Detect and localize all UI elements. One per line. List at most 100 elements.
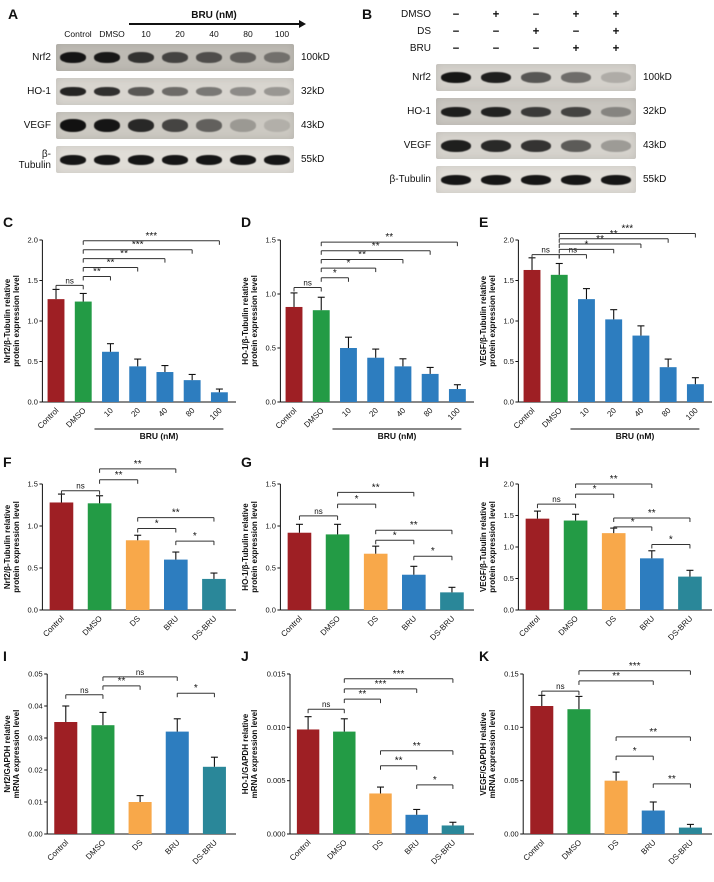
x-tick-label: 100 <box>684 406 700 422</box>
y-axis-title: HO-1/β-Tubulin relative <box>241 277 250 365</box>
protein-band <box>94 119 120 132</box>
blot-lane <box>476 132 516 159</box>
panel-letter-A: A <box>8 6 19 22</box>
protein-band <box>94 87 120 96</box>
charts-row-FGH: F 0.0 0.5 1.0 1.5 Nrf2/β-Tubulin relative prot… <box>0 454 714 648</box>
sig-label: *** <box>132 240 144 251</box>
sig-label: *** <box>375 679 387 690</box>
bar-DMSO <box>91 725 115 834</box>
protein-band <box>440 139 472 152</box>
blot-lane <box>124 78 158 105</box>
x-tick-label: DS-BRU <box>190 614 218 642</box>
y-tick-label: 0.0 <box>27 606 37 615</box>
x-tick-label: Control <box>46 838 71 863</box>
sig-label: ** <box>358 249 366 260</box>
y-axis-title: protein expression level <box>488 275 497 367</box>
x-tick-label: 40 <box>395 406 408 419</box>
y-tick-label: 0.010 <box>267 723 286 732</box>
x-tick-label: 100 <box>208 406 224 422</box>
protein-band <box>600 106 632 117</box>
sig-label: * <box>585 239 589 250</box>
x-tick-label: BRU <box>403 838 421 856</box>
bar-DMSO <box>550 274 568 402</box>
bar-DS <box>363 553 388 610</box>
panel-C: C 0.0 0.5 1.0 1.5 2.0 Nrf2/β-Tubulin relative p… <box>0 214 238 454</box>
panel-letter-H: H <box>479 454 490 470</box>
protein-label: Nrf2 <box>32 52 51 63</box>
x-tick-label: Control <box>41 614 66 639</box>
y-axis-title: mRNA expression level <box>12 710 21 799</box>
blot-lane <box>90 78 124 105</box>
sig-label: ** <box>372 241 380 252</box>
y-axis-title: HO-1/β-Tubulin relative <box>241 503 250 591</box>
lane-label: 40 <box>209 29 219 39</box>
y-tick-label: 2.0 <box>27 236 37 245</box>
panel-E: E 0.0 0.5 1.0 1.5 2.0 VEGF/β-Tubulin relative p… <box>476 214 714 454</box>
protein-band <box>600 139 632 152</box>
blot-row: HO-1 32kD <box>10 78 346 105</box>
lane-labels-row: Control DMSO 10 20 40 80 100 <box>61 29 346 39</box>
blot-strip <box>436 166 636 193</box>
protein-label: β-Tubulin <box>389 174 431 185</box>
bar-80 <box>183 380 201 402</box>
blot-lane <box>596 166 636 193</box>
blot-lane <box>516 132 556 159</box>
molecular-weight-label: 43kD <box>301 120 325 131</box>
blot-strip <box>436 98 636 125</box>
charts-row-CDE: C 0.0 0.5 1.0 1.5 2.0 Nrf2/β-Tubulin relative p… <box>0 214 714 454</box>
molecular-weight-label: 32kD <box>643 106 667 117</box>
blot-row: Nrf2 100kD <box>10 44 346 71</box>
protein-band <box>162 119 188 132</box>
x-tick-label: DS-BRU <box>428 614 456 642</box>
y-axis-title: VEGF/β-Tubulin relative <box>479 501 488 592</box>
blot-lane <box>226 112 260 139</box>
y-tick-label: 1.0 <box>265 290 275 299</box>
sig-label: * <box>593 484 597 495</box>
bar-10 <box>102 351 119 402</box>
y-tick-label: 1.0 <box>27 522 37 531</box>
x-tick-label: 40 <box>633 406 646 419</box>
blot-row: β-Tubulin 55kD <box>380 166 714 193</box>
chart-K: 0.00 0.05 0.10 0.15 VEGF/GAPDH relative mRNA … <box>479 661 712 866</box>
bar-DS <box>125 540 150 610</box>
protein-label: VEGF <box>23 120 51 131</box>
protein-band <box>560 139 592 152</box>
blot-strip <box>56 146 294 173</box>
treatment-sign: + <box>612 25 620 38</box>
sig-label: ** <box>668 774 676 785</box>
bar-DMSO <box>567 709 591 834</box>
blot-lane <box>192 112 226 139</box>
panel-letter-G: G <box>241 454 252 470</box>
y-tick-label: 1.5 <box>265 236 275 245</box>
protein-band <box>264 52 290 63</box>
sig-label: ns <box>556 682 564 691</box>
protein-band <box>264 87 290 96</box>
y-tick-label: 2.0 <box>503 480 513 489</box>
y-tick-label: 0.01 <box>28 798 43 807</box>
chart-E: 0.0 0.5 1.0 1.5 2.0 VEGF/β-Tubulin relative pr… <box>479 224 712 441</box>
blot-lane <box>124 146 158 173</box>
x-tick-label: DS-BRU <box>191 838 219 866</box>
lane-label: 20 <box>175 29 185 39</box>
x-tick-label: DMSO <box>560 838 583 861</box>
protein-label: β-Tubulin <box>18 148 51 171</box>
bar-DS <box>369 793 392 834</box>
blot-lane <box>158 78 192 105</box>
y-axis-title: Nrf2/β-Tubulin relative <box>3 278 12 363</box>
sig-label: ** <box>596 234 604 245</box>
blot-lane <box>556 166 596 193</box>
y-axis-title: protein expression level <box>488 501 497 593</box>
sig-label: ns <box>303 279 311 288</box>
treatment-sign: + <box>612 42 620 55</box>
blot-lane <box>226 146 260 173</box>
sig-label: *** <box>629 661 641 672</box>
sig-label: * <box>355 494 359 505</box>
panel-letter-J: J <box>241 648 249 664</box>
protein-band <box>520 72 552 83</box>
bar-Control <box>47 299 65 402</box>
bar-DS-BRU <box>440 592 464 610</box>
panel-letter-C: C <box>3 214 14 230</box>
y-tick-label: 1.5 <box>27 276 37 285</box>
blot-lane <box>260 78 294 105</box>
